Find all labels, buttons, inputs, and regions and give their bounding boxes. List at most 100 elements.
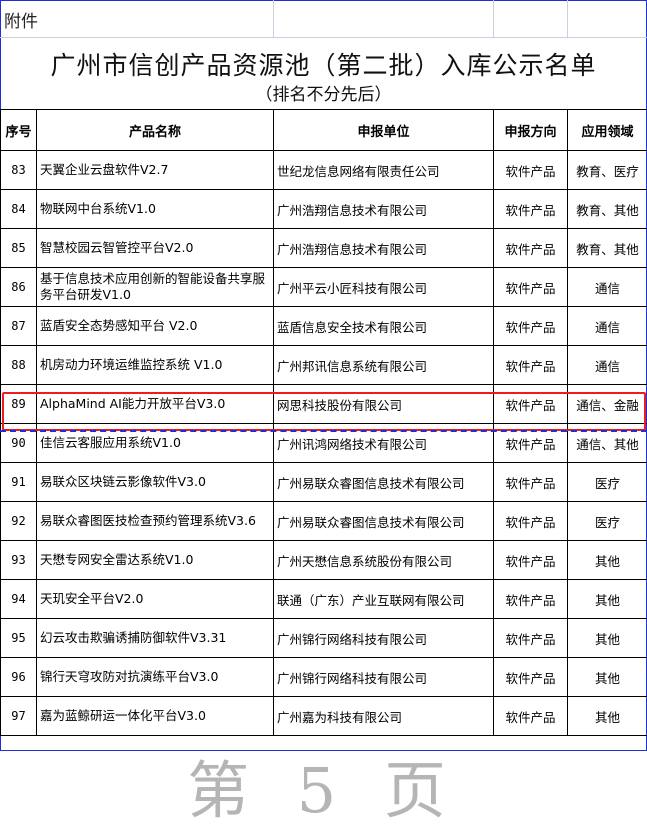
cell-direction: 软件产品 — [494, 424, 568, 463]
cell-product-name: 物联网中台系统V1.0 — [37, 190, 274, 229]
cell-org-name: 网思科技股份有限公司 — [274, 385, 494, 424]
cell-product-name: 嘉为蓝鲸研运一体化平台V3.0 — [37, 697, 274, 736]
cell-product-name: 天玑安全平台V2.0 — [37, 580, 274, 619]
cell-field: 教育、医疗 — [568, 151, 647, 190]
cell-field: 其他 — [568, 697, 647, 736]
cell-direction: 软件产品 — [494, 580, 568, 619]
cell-direction: 软件产品 — [494, 307, 568, 346]
cell-direction: 软件产品 — [494, 463, 568, 502]
cell-field: 教育、其他 — [568, 229, 647, 268]
cell-row-number: 94 — [1, 580, 37, 619]
cell-field: 教育、其他 — [568, 190, 647, 229]
cell-direction: 软件产品 — [494, 229, 568, 268]
cell-field: 通信、其他 — [568, 424, 647, 463]
attachment-row — [0, 0, 647, 38]
page-subtitle: （排名不分先后） — [0, 80, 647, 105]
cell-field: 其他 — [568, 580, 647, 619]
cell-org-name: 广州锦行网络科技有限公司 — [274, 658, 494, 697]
cell-row-number: 97 — [1, 697, 37, 736]
cell-field: 其他 — [568, 619, 647, 658]
column-header-org: 申报单位 — [274, 110, 494, 151]
page-title: 广州市信创产品资源池（第二批）入库公示名单 — [0, 46, 647, 82]
gridline — [493, 0, 494, 37]
cell-direction: 软件产品 — [494, 541, 568, 580]
cell-org-name: 广州浩翔信息技术有限公司 — [274, 190, 494, 229]
cell-product-name: 基于信息技术应用创新的智能设备共享服务平台研发V1.0 — [37, 268, 274, 307]
cell-row-number: 89 — [1, 385, 37, 424]
cell-product-name: 幻云攻击欺骗诱捕防御软件V3.31 — [37, 619, 274, 658]
cell-org-name: 广州嘉为科技有限公司 — [274, 697, 494, 736]
cell-org-name: 广州易联众睿图信息技术有限公司 — [274, 463, 494, 502]
cell-field: 医疗 — [568, 502, 647, 541]
cell-row-number: 85 — [1, 229, 37, 268]
cell-direction: 软件产品 — [494, 346, 568, 385]
cell-row-number: 86 — [1, 268, 37, 307]
column-header-product: 产品名称 — [37, 110, 274, 151]
cell-field: 其他 — [568, 541, 647, 580]
cell-org-name: 广州易联众睿图信息技术有限公司 — [274, 502, 494, 541]
cell-field: 通信 — [568, 268, 647, 307]
cell-direction: 软件产品 — [494, 151, 568, 190]
cell-row-number: 88 — [1, 346, 37, 385]
cell-product-name: 易联众区块链云影像软件V3.0 — [37, 463, 274, 502]
cell-org-name: 蓝盾信息安全技术有限公司 — [274, 307, 494, 346]
cell-product-name: 锦行天穹攻防对抗演练平台V3.0 — [37, 658, 274, 697]
cell-product-name: 智慧校园云智管控平台V2.0 — [37, 229, 274, 268]
cell-product-name: AlphaMind AI能力开放平台V3.0 — [37, 385, 274, 424]
cell-org-name: 联通（广东）产业互联网有限公司 — [274, 580, 494, 619]
gridline — [273, 0, 274, 37]
cell-product-name: 蓝盾安全态势感知平台 V2.0 — [37, 307, 274, 346]
cell-org-name: 广州平云小匠科技有限公司 — [274, 268, 494, 307]
page-watermark: 第 5 页 — [0, 755, 647, 827]
cell-row-number: 91 — [1, 463, 37, 502]
cell-org-name: 广州讯鸿网络技术有限公司 — [274, 424, 494, 463]
cell-field: 通信 — [568, 346, 647, 385]
cell-direction: 软件产品 — [494, 619, 568, 658]
cell-row-number: 83 — [1, 151, 37, 190]
cell-direction: 软件产品 — [494, 385, 568, 424]
cell-row-number: 95 — [1, 619, 37, 658]
column-header-no: 序号 — [1, 110, 37, 151]
cell-product-name: 天翼企业云盘软件V2.7 — [37, 151, 274, 190]
cell-direction: 软件产品 — [494, 268, 568, 307]
table-header-row: 序号 产品名称 申报单位 申报方向 应用领域 — [1, 110, 647, 151]
cell-row-number: 92 — [1, 502, 37, 541]
cell-direction: 软件产品 — [494, 502, 568, 541]
cell-row-number: 84 — [1, 190, 37, 229]
cell-org-name: 广州浩翔信息技术有限公司 — [274, 229, 494, 268]
cell-org-name: 广州邦讯信息系统有限公司 — [274, 346, 494, 385]
attachment-label: 附件 — [4, 7, 38, 32]
cell-row-number: 90 — [1, 424, 37, 463]
cell-row-number: 93 — [1, 541, 37, 580]
cell-product-name: 易联众睿图医技检查预约管理系统V3.6 — [37, 502, 274, 541]
cell-product-name: 机房动力环境运维监控系统 V1.0 — [37, 346, 274, 385]
cell-org-name: 广州锦行网络科技有限公司 — [274, 619, 494, 658]
cell-row-number: 87 — [1, 307, 37, 346]
column-header-field: 应用领域 — [568, 110, 647, 151]
cell-field: 其他 — [568, 658, 647, 697]
cell-direction: 软件产品 — [494, 658, 568, 697]
sheet: 附件 广州市信创产品资源池（第二批）入库公示名单 （排名不分先后） 序号 产品名… — [0, 0, 647, 751]
cell-field: 通信、金融 — [568, 385, 647, 424]
cell-org-name: 世纪龙信息网络有限责任公司 — [274, 151, 494, 190]
column-header-direction: 申报方向 — [494, 110, 568, 151]
cell-field: 通信 — [568, 307, 647, 346]
cell-field: 医疗 — [568, 463, 647, 502]
cell-direction: 软件产品 — [494, 190, 568, 229]
cell-org-name: 广州天懋信息系统股份有限公司 — [274, 541, 494, 580]
